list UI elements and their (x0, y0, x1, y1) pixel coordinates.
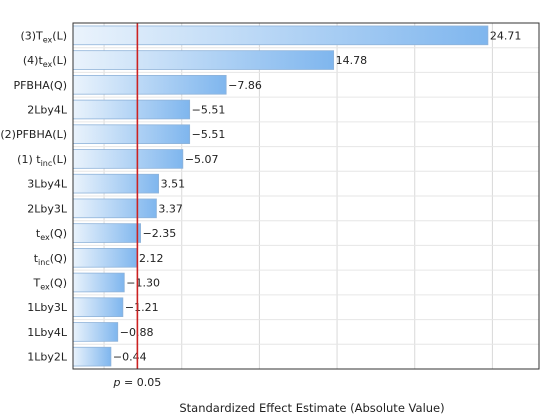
value-label-10: −1.30 (126, 277, 160, 290)
category-label-3: 2Lby4L (27, 104, 68, 117)
bar-9 (72, 247, 138, 268)
category-label-8: tex(Q) (36, 227, 67, 242)
category-label-7: 2Lby3L (27, 202, 68, 215)
bar-12 (72, 322, 119, 342)
category-label-9: tinc(Q) (34, 252, 67, 267)
bar-11 (72, 297, 124, 318)
bar-2 (72, 74, 227, 95)
category-label-12: 1Lby4L (27, 326, 68, 339)
bar-3 (72, 99, 191, 120)
value-label-9: 2.12 (139, 252, 164, 265)
value-label-11: −1.21 (125, 301, 159, 314)
bar-13 (72, 346, 112, 367)
plot-frame (72, 22, 540, 370)
value-label-7: 3.37 (158, 202, 183, 215)
value-label-5: −5.07 (185, 153, 219, 166)
category-label-2: PFBHA(Q) (13, 79, 67, 92)
value-label-8: −2.35 (143, 227, 177, 240)
value-label-3: −5.51 (192, 104, 226, 117)
bar-4 (72, 124, 191, 145)
grid-lines (73, 23, 539, 369)
category-label-0: (3)Tex(L) (20, 29, 67, 44)
category-label-4: (2)PFBHA(L) (0, 128, 67, 141)
bar-10 (72, 272, 125, 293)
value-label-2: −7.86 (228, 79, 262, 92)
category-label-5: (1) tinc(L) (17, 153, 67, 168)
bar-1 (72, 50, 335, 70)
bar-0 (72, 25, 489, 46)
value-label-1: 14.78 (336, 54, 368, 67)
category-label-6: 3Lby4L (27, 178, 68, 191)
bar-8 (72, 223, 141, 243)
category-label-10: Tex(Q) (33, 277, 68, 292)
category-label-11: 1Lby3L (27, 301, 68, 314)
value-label-13: −0.44 (113, 351, 147, 364)
category-label-1: (4)tex(L) (23, 54, 67, 69)
category-labels: (3)Tex(L) (4)tex(L) PFBHA(Q) 2Lby4L (2)PFBHA… (0, 29, 67, 363)
value-label-6: 3.51 (161, 178, 186, 191)
x-axis-label: Standardized Effect Estimate (Absolute V… (179, 401, 444, 415)
value-label-4: −5.51 (192, 128, 226, 141)
bar-6 (72, 173, 159, 194)
value-label-0: 24.71 (490, 29, 522, 42)
bars: 24.7114.78−7.86−5.51−5.51−5.073.513.37−2… (72, 25, 522, 367)
p-value-label: p = 0.05 (113, 376, 162, 389)
category-label-13: 1Lby2L (27, 351, 68, 364)
bar-5 (72, 149, 184, 169)
bar-7 (72, 198, 157, 219)
